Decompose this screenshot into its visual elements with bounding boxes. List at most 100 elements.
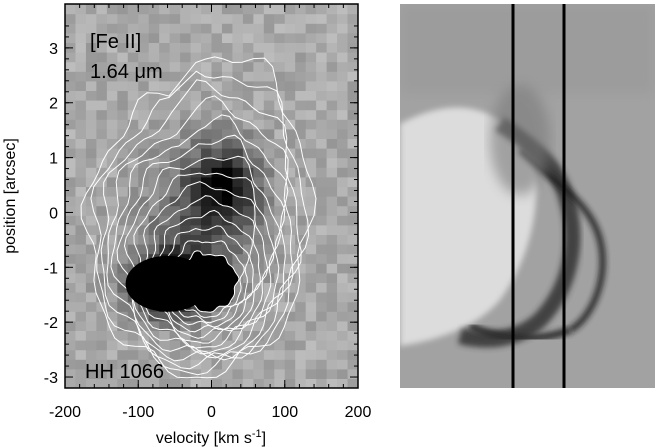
heatmap-cell xyxy=(316,234,328,245)
heatmap-cell xyxy=(274,340,286,351)
heatmap-cell xyxy=(253,42,265,53)
heatmap-cell xyxy=(65,282,77,293)
heatmap-cell xyxy=(190,330,202,341)
heatmap-cell xyxy=(127,80,139,91)
heatmap-cell xyxy=(316,196,328,207)
heatmap-cell xyxy=(305,32,317,43)
heatmap-cell xyxy=(347,244,358,255)
heatmap-cell xyxy=(127,23,139,34)
heatmap-cell xyxy=(65,128,77,139)
heatmap-cell xyxy=(75,224,87,235)
heatmap-cell xyxy=(337,224,349,235)
heatmap-cell xyxy=(253,196,265,207)
heatmap-cell xyxy=(305,128,317,139)
heatmap-cell xyxy=(138,359,150,370)
heatmap-cell xyxy=(295,32,307,43)
heatmap-cell xyxy=(337,32,349,43)
heatmap-cell xyxy=(242,311,254,322)
heatmap-cell xyxy=(106,176,118,187)
heatmap-cell xyxy=(263,349,275,360)
heatmap-cell xyxy=(180,157,192,168)
heatmap-cell xyxy=(117,378,129,388)
heatmap-cell xyxy=(201,215,213,226)
heatmap-cell xyxy=(221,71,234,82)
heatmap-cell xyxy=(75,253,87,264)
heatmap-cell xyxy=(263,359,275,370)
heatmap-cell xyxy=(211,349,223,360)
heatmap-cell xyxy=(305,80,317,91)
heatmap-cell xyxy=(201,340,213,351)
heatmap-cell xyxy=(316,253,328,264)
heatmap-cell xyxy=(326,148,338,159)
heatmap-cell xyxy=(326,157,338,168)
heatmap-cell xyxy=(117,100,129,111)
heatmap-cell xyxy=(211,109,223,120)
heatmap-cell xyxy=(242,368,254,379)
heatmap-cell xyxy=(106,42,118,53)
heatmap-cell xyxy=(180,176,192,187)
heatmap-cell xyxy=(96,340,108,351)
heatmap-cell xyxy=(253,109,265,120)
pv-contours xyxy=(80,56,317,379)
heatmap-cell xyxy=(169,71,181,82)
heatmap-cell xyxy=(253,349,265,360)
heatmap-cell xyxy=(326,80,338,91)
heatmap-cell xyxy=(96,311,108,322)
heatmap-cell xyxy=(242,128,254,139)
heatmap-cell xyxy=(347,224,358,235)
heatmap-cell xyxy=(106,244,118,255)
heatmap-cell xyxy=(148,109,160,120)
heatmap-cell xyxy=(106,292,118,303)
heatmap-cell xyxy=(148,61,160,72)
heatmap-cell xyxy=(75,71,87,82)
heatmap-cell xyxy=(211,330,223,341)
heatmap-cell xyxy=(274,148,286,159)
heatmap-cell xyxy=(127,320,139,331)
heatmap-cell xyxy=(316,157,328,168)
heatmap-cell xyxy=(138,224,150,235)
heatmap-cell xyxy=(65,167,77,178)
heatmap-cell xyxy=(284,263,296,274)
heatmap-cell xyxy=(211,13,223,24)
heatmap-cell xyxy=(75,215,87,226)
heatmap-cell xyxy=(232,330,244,341)
heatmap-cell xyxy=(65,23,77,34)
heatmap-cell xyxy=(65,330,77,341)
heatmap-cell xyxy=(85,80,97,91)
heatmap-cell xyxy=(190,23,202,34)
y-axis-label: position [arcsec] xyxy=(2,138,19,254)
heatmap-cell xyxy=(326,320,338,331)
heatmap-cell xyxy=(253,52,265,63)
heatmap-cell xyxy=(159,368,171,379)
heatmap-cell xyxy=(117,176,129,187)
heatmap-cell xyxy=(274,32,286,43)
heatmap-cell xyxy=(284,272,296,283)
heatmap-cell xyxy=(138,4,150,15)
heatmap-cell xyxy=(127,4,139,15)
heatmap-cell xyxy=(138,23,150,34)
heatmap-cell xyxy=(169,349,181,360)
heatmap-cell xyxy=(253,71,265,82)
heatmap-cell xyxy=(242,90,254,101)
heatmap-cell xyxy=(190,119,202,130)
heatmap-cell xyxy=(305,340,317,351)
heatmap-cell xyxy=(96,4,108,15)
heatmap-cell xyxy=(75,301,87,312)
heatmap-cell xyxy=(201,42,213,53)
heatmap-cell xyxy=(253,4,265,15)
heatmap-cell xyxy=(201,4,213,15)
heatmap-cell xyxy=(326,311,338,322)
heatmap-cell xyxy=(326,128,338,139)
heatmap-cell xyxy=(242,244,254,255)
heatmap-cell xyxy=(284,359,296,370)
heatmap-cell xyxy=(138,320,150,331)
heatmap-cell xyxy=(159,119,171,130)
heatmap-cell xyxy=(232,378,244,388)
heatmap-cell xyxy=(337,13,349,24)
heatmap-cell xyxy=(75,196,87,207)
heatmap-cell xyxy=(274,119,286,130)
heatmap-cell xyxy=(326,196,338,207)
heatmap-cell xyxy=(326,215,338,226)
y-tick-label: 3 xyxy=(49,41,58,58)
heatmap-cell xyxy=(148,244,160,255)
